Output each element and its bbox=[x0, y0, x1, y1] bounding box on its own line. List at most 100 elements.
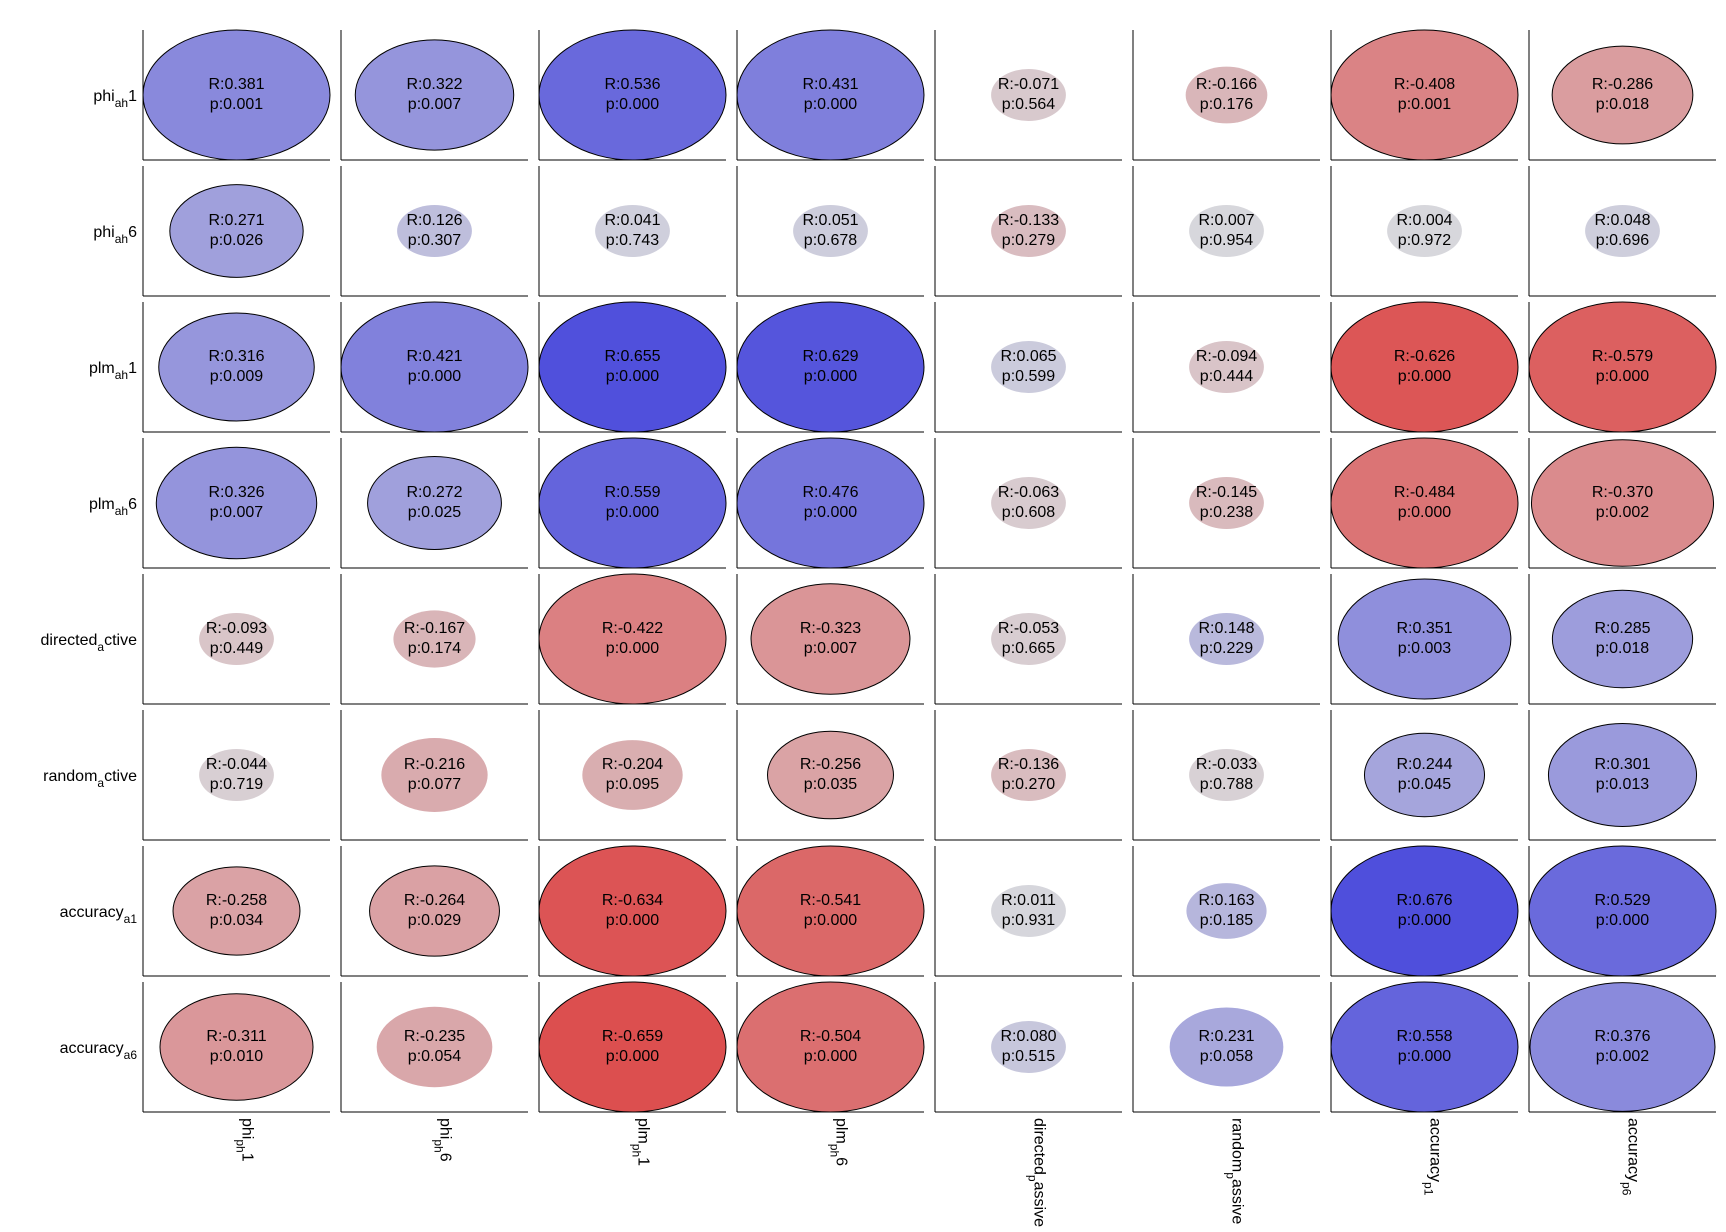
cell-p-label: p:0.034 bbox=[210, 912, 263, 929]
column-label: phiph6 bbox=[432, 1118, 454, 1162]
cell-r5-c5: R:-0.033 p:0.788 bbox=[1132, 710, 1320, 841]
correlation-ellipse bbox=[1585, 205, 1660, 257]
cell-r-label: R:0.421 bbox=[406, 348, 462, 365]
cell-p-label: p:0.174 bbox=[408, 640, 461, 657]
correlation-ellipse bbox=[736, 981, 925, 1113]
cell-r-label: R:-0.133 bbox=[998, 212, 1059, 229]
row-label: directedactive bbox=[40, 632, 137, 654]
cell-r3-c2: R:0.559 p:0.000 bbox=[538, 437, 727, 569]
cell-p-label: p:0.000 bbox=[606, 368, 659, 385]
cell-p-label: p:0.743 bbox=[606, 232, 659, 249]
correlation-ellipse bbox=[991, 477, 1066, 529]
cell-r-label: R:-0.422 bbox=[602, 620, 663, 637]
cell-r-label: R:-0.094 bbox=[1196, 348, 1257, 365]
correlation-ellipse bbox=[750, 583, 911, 695]
cell-r4-c0: R:-0.093 p:0.449 bbox=[142, 574, 330, 705]
correlation-ellipse bbox=[199, 613, 274, 665]
cell-r-label: R:-0.256 bbox=[800, 756, 861, 773]
cell-r-label: R:-0.370 bbox=[1592, 484, 1653, 501]
cell-r-label: R:0.126 bbox=[406, 212, 462, 229]
cell-p-label: p:0.279 bbox=[1002, 232, 1055, 249]
cell-p-label: p:0.000 bbox=[804, 96, 857, 113]
cell-p-label: p:0.678 bbox=[804, 232, 857, 249]
cell-r5-c3: R:-0.256 p:0.035 bbox=[736, 710, 924, 841]
cell-p-label: p:0.449 bbox=[210, 640, 263, 657]
cell-p-label: p:0.018 bbox=[1596, 96, 1649, 113]
cell-p-label: p:0.018 bbox=[1596, 640, 1649, 657]
cell-r-label: R:0.558 bbox=[1396, 1028, 1452, 1045]
cell-p-label: p:0.665 bbox=[1002, 640, 1055, 657]
cell-p-label: p:0.000 bbox=[804, 912, 857, 929]
correlation-ellipse bbox=[1186, 883, 1267, 939]
correlation-ellipse bbox=[1330, 981, 1519, 1113]
correlation-ellipse bbox=[538, 29, 727, 161]
cell-p-label: p:0.000 bbox=[1398, 368, 1451, 385]
cell-r0-c4: R:-0.071 p:0.564 bbox=[934, 30, 1122, 161]
cell-r-label: R:0.629 bbox=[802, 348, 858, 365]
cell-p-label: p:0.029 bbox=[408, 912, 461, 929]
cell-r2-c4: R:0.065 p:0.599 bbox=[934, 302, 1122, 433]
cell-p-label: p:0.002 bbox=[1596, 1048, 1649, 1065]
cell-r-label: R:0.011 bbox=[1001, 892, 1056, 909]
correlation-ellipse bbox=[172, 866, 301, 956]
cell-r-label: R:-0.063 bbox=[998, 484, 1059, 501]
correlation-ellipse bbox=[199, 749, 274, 801]
correlation-ellipse bbox=[169, 184, 304, 278]
cell-r-label: R:-0.093 bbox=[206, 620, 267, 637]
cell-r7-c3: R:-0.504 p:0.000 bbox=[736, 981, 925, 1113]
correlation-ellipse bbox=[1547, 723, 1698, 827]
cell-p-label: p:0.035 bbox=[804, 776, 857, 793]
cell-p-label: p:0.045 bbox=[1398, 776, 1451, 793]
correlation-ellipse bbox=[991, 69, 1066, 121]
correlation-ellipse bbox=[1530, 439, 1715, 567]
cell-r2-c3: R:0.629 p:0.000 bbox=[736, 301, 925, 433]
cell-r5-c4: R:-0.136 p:0.270 bbox=[934, 710, 1122, 841]
cell-p-label: p:0.000 bbox=[606, 640, 659, 657]
cell-p-label: p:0.696 bbox=[1596, 232, 1649, 249]
cell-r2-c2: R:0.655 p:0.000 bbox=[538, 301, 727, 433]
cell-r7-c0: R:-0.311 p:0.010 bbox=[142, 982, 330, 1113]
correlation-ellipse bbox=[367, 455, 502, 551]
cell-r-label: R:0.655 bbox=[604, 348, 660, 365]
cell-r-label: R:0.476 bbox=[802, 484, 858, 501]
cell-r6-c2: R:-0.634 p:0.000 bbox=[538, 845, 727, 977]
correlation-ellipse bbox=[142, 29, 331, 161]
correlation-ellipse bbox=[1189, 341, 1264, 393]
cell-p-label: p:0.599 bbox=[1002, 368, 1055, 385]
cell-r-label: R:-0.408 bbox=[1394, 76, 1455, 93]
cell-r7-c1: R:-0.235 p:0.054 bbox=[340, 982, 528, 1113]
correlation-ellipse bbox=[1330, 845, 1519, 977]
cell-r5-c6: R:0.244 p:0.045 bbox=[1330, 710, 1518, 841]
cell-r-label: R:0.231 bbox=[1198, 1028, 1254, 1045]
correlation-ellipse bbox=[381, 738, 488, 812]
correlation-ellipse bbox=[1528, 301, 1717, 433]
column-label: accuracyp1 bbox=[1422, 1118, 1444, 1196]
cell-r-label: R:-0.053 bbox=[998, 620, 1059, 637]
cell-r-label: R:-0.264 bbox=[404, 892, 465, 909]
cell-r-label: R:0.048 bbox=[1594, 212, 1650, 229]
cell-r7-c4: R:0.080 p:0.515 bbox=[934, 982, 1122, 1113]
cell-r6-c4: R:0.011 p:0.931 bbox=[934, 846, 1122, 977]
cell-r0-c2: R:0.536 p:0.000 bbox=[538, 29, 727, 161]
correlation-ellipse bbox=[158, 312, 315, 422]
cell-r5-c1: R:-0.216 p:0.077 bbox=[340, 710, 528, 841]
cell-p-label: p:0.185 bbox=[1200, 912, 1253, 929]
cell-p-label: p:0.229 bbox=[1200, 640, 1253, 657]
cell-r2-c7: R:-0.579 p:0.000 bbox=[1528, 301, 1717, 433]
cell-r-label: R:-0.136 bbox=[998, 756, 1059, 773]
cell-r-label: R:-0.216 bbox=[404, 756, 465, 773]
correlation-ellipse bbox=[538, 573, 727, 705]
cells-layer: R:0.381 p:0.001 R:0.322 p:0.007 R:0.536 p:0.0… bbox=[142, 29, 1717, 1113]
correlation-ellipse bbox=[397, 205, 472, 257]
cell-r6-c3: R:-0.541 p:0.000 bbox=[736, 845, 925, 977]
cell-r-label: R:0.322 bbox=[406, 76, 462, 93]
cell-r5-c2: R:-0.204 p:0.095 bbox=[538, 710, 726, 841]
cell-r1-c2: R:0.041 p:0.743 bbox=[538, 166, 726, 297]
cell-p-label: p:0.176 bbox=[1200, 96, 1253, 113]
correlation-ellipse bbox=[736, 301, 925, 433]
cell-p-label: p:0.001 bbox=[210, 96, 263, 113]
cell-r-label: R:0.148 bbox=[1198, 620, 1254, 637]
correlation-ellipse bbox=[736, 29, 925, 161]
cell-p-label: p:0.270 bbox=[1002, 776, 1055, 793]
cell-p-label: p:0.000 bbox=[1596, 912, 1649, 929]
